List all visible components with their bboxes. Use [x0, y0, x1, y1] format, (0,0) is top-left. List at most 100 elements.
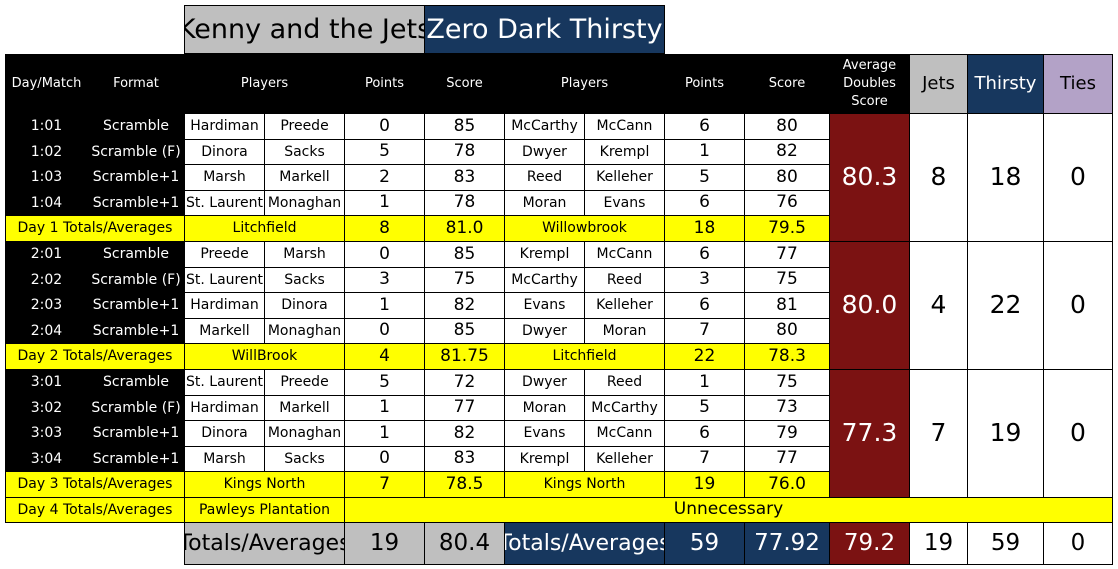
match-format: Scramble+1 — [87, 420, 185, 447]
thirsty-score: 77 — [744, 446, 830, 472]
match-format: Scramble — [87, 113, 185, 140]
thirsty-points: 7 — [664, 446, 745, 472]
thirsty-player-2: McCann — [584, 241, 665, 268]
match-id: 3:02 — [5, 395, 88, 421]
day4-note: Unnecessary — [344, 497, 1113, 523]
ties-day-total: 0 — [1043, 113, 1113, 242]
jets-day-avg: 81.0 — [424, 215, 505, 242]
jets-score: 83 — [424, 446, 505, 472]
jets-day-total: 4 — [909, 241, 968, 370]
thirsty-player-2: Krempl — [584, 139, 665, 165]
header-thirsty-score: Score — [744, 54, 830, 114]
thirsty-points: 6 — [664, 113, 745, 140]
thirsty-player-2: McCann — [584, 113, 665, 140]
thirsty-player-2: Kelleher — [584, 292, 665, 319]
jets-score: 82 — [424, 292, 505, 319]
match-id: 2:02 — [5, 267, 88, 293]
match-format: Scramble+1 — [87, 318, 185, 344]
jets-day-points: 8 — [344, 215, 425, 242]
jets-points: 0 — [344, 241, 425, 268]
jets-player-2: Monaghan — [264, 420, 345, 447]
jets-day-total: 8 — [909, 113, 968, 242]
thirsty-points: 6 — [664, 190, 745, 216]
thirsty-player-2: Kelleher — [584, 446, 665, 472]
day4-label: Day 4 Totals/Averages — [5, 497, 185, 523]
jets-score: 78 — [424, 190, 505, 216]
thirsty-score: 77 — [744, 241, 830, 268]
thirsty-day-avg: 78.3 — [744, 343, 830, 370]
match-format: Scramble+1 — [87, 190, 185, 216]
jets-player-2: Sacks — [264, 139, 345, 165]
jets-score: 75 — [424, 267, 505, 293]
jets-points: 2 — [344, 164, 425, 191]
thirsty-points: 6 — [664, 241, 745, 268]
jets-player-1: St. Laurent — [184, 190, 265, 216]
day-total-label: Day 3 Totals/Averages — [5, 471, 185, 498]
match-id: 3:01 — [5, 369, 88, 396]
header-jets-col: Jets — [909, 54, 968, 114]
header-jets-players: Players — [184, 54, 345, 114]
ties-day-total: 0 — [1043, 241, 1113, 370]
thirsty-score: 80 — [744, 113, 830, 140]
jets-grand-points: 19 — [344, 522, 425, 565]
jets-player-2: Sacks — [264, 267, 345, 293]
ties-grand-total: 0 — [1043, 522, 1113, 565]
thirsty-points: 6 — [664, 420, 745, 447]
thirsty-day-points: 19 — [664, 471, 745, 498]
thirsty-score: 73 — [744, 395, 830, 421]
jets-player-1: Hardiman — [184, 113, 265, 140]
jets-day-total: 7 — [909, 369, 968, 498]
header-day-match: Day/Match — [5, 54, 88, 114]
thirsty-player-1: McCarthy — [504, 113, 585, 140]
jets-player-2: Marsh — [264, 241, 345, 268]
jets-player-1: Preede — [184, 241, 265, 268]
thirsty-player-1: Dwyer — [504, 318, 585, 344]
match-id: 1:04 — [5, 190, 88, 216]
thirsty-player-2: Reed — [584, 369, 665, 396]
jets-points: 1 — [344, 395, 425, 421]
jets-day-avg: 81.75 — [424, 343, 505, 370]
thirsty-day-avg: 76.0 — [744, 471, 830, 498]
thirsty-points: 1 — [664, 139, 745, 165]
match-format: Scramble (F) — [87, 267, 185, 293]
jets-day-points: 4 — [344, 343, 425, 370]
jets-course: WillBrook — [184, 343, 345, 370]
jets-points: 1 — [344, 292, 425, 319]
match-format: Scramble+1 — [87, 164, 185, 191]
jets-points: 5 — [344, 139, 425, 165]
jets-player-1: Markell — [184, 318, 265, 344]
day-total-label: Day 2 Totals/Averages — [5, 343, 185, 370]
jets-player-2: Preede — [264, 113, 345, 140]
match-id: 2:04 — [5, 318, 88, 344]
header-thirsty-points: Points — [664, 54, 745, 114]
thirsty-course: Litchfield — [504, 343, 665, 370]
team-title-thirsty: Zero Dark Thirsty — [424, 5, 665, 54]
thirsty-day-total: 19 — [967, 369, 1044, 498]
thirsty-grand-avg: 77.92 — [744, 522, 830, 565]
jets-player-2: Sacks — [264, 446, 345, 472]
thirsty-player-1: Moran — [504, 395, 585, 421]
jets-score: 77 — [424, 395, 505, 421]
jets-day-points: 7 — [344, 471, 425, 498]
thirsty-player-2: Moran — [584, 318, 665, 344]
match-id: 3:03 — [5, 420, 88, 447]
day4-course: Pawleys Plantation — [184, 497, 345, 523]
thirsty-score: 81 — [744, 292, 830, 319]
thirsty-points: 3 — [664, 267, 745, 293]
match-id: 2:03 — [5, 292, 88, 319]
jets-score: 82 — [424, 420, 505, 447]
jets-points: 1 — [344, 420, 425, 447]
header-ties-col: Ties — [1043, 54, 1113, 114]
thirsty-grand-points: 59 — [664, 522, 745, 565]
jets-score: 72 — [424, 369, 505, 396]
jets-points: 0 — [344, 113, 425, 140]
thirsty-points: 1 — [664, 369, 745, 396]
jets-player-1: Hardiman — [184, 292, 265, 319]
thirsty-player-2: Evans — [584, 190, 665, 216]
thirsty-player-1: Evans — [504, 420, 585, 447]
avg-doubles-score: 80.3 — [829, 113, 910, 242]
match-format: Scramble+1 — [87, 292, 185, 319]
header-thirsty-players: Players — [504, 54, 665, 114]
header-format: Format — [87, 54, 185, 114]
thirsty-score: 80 — [744, 318, 830, 344]
